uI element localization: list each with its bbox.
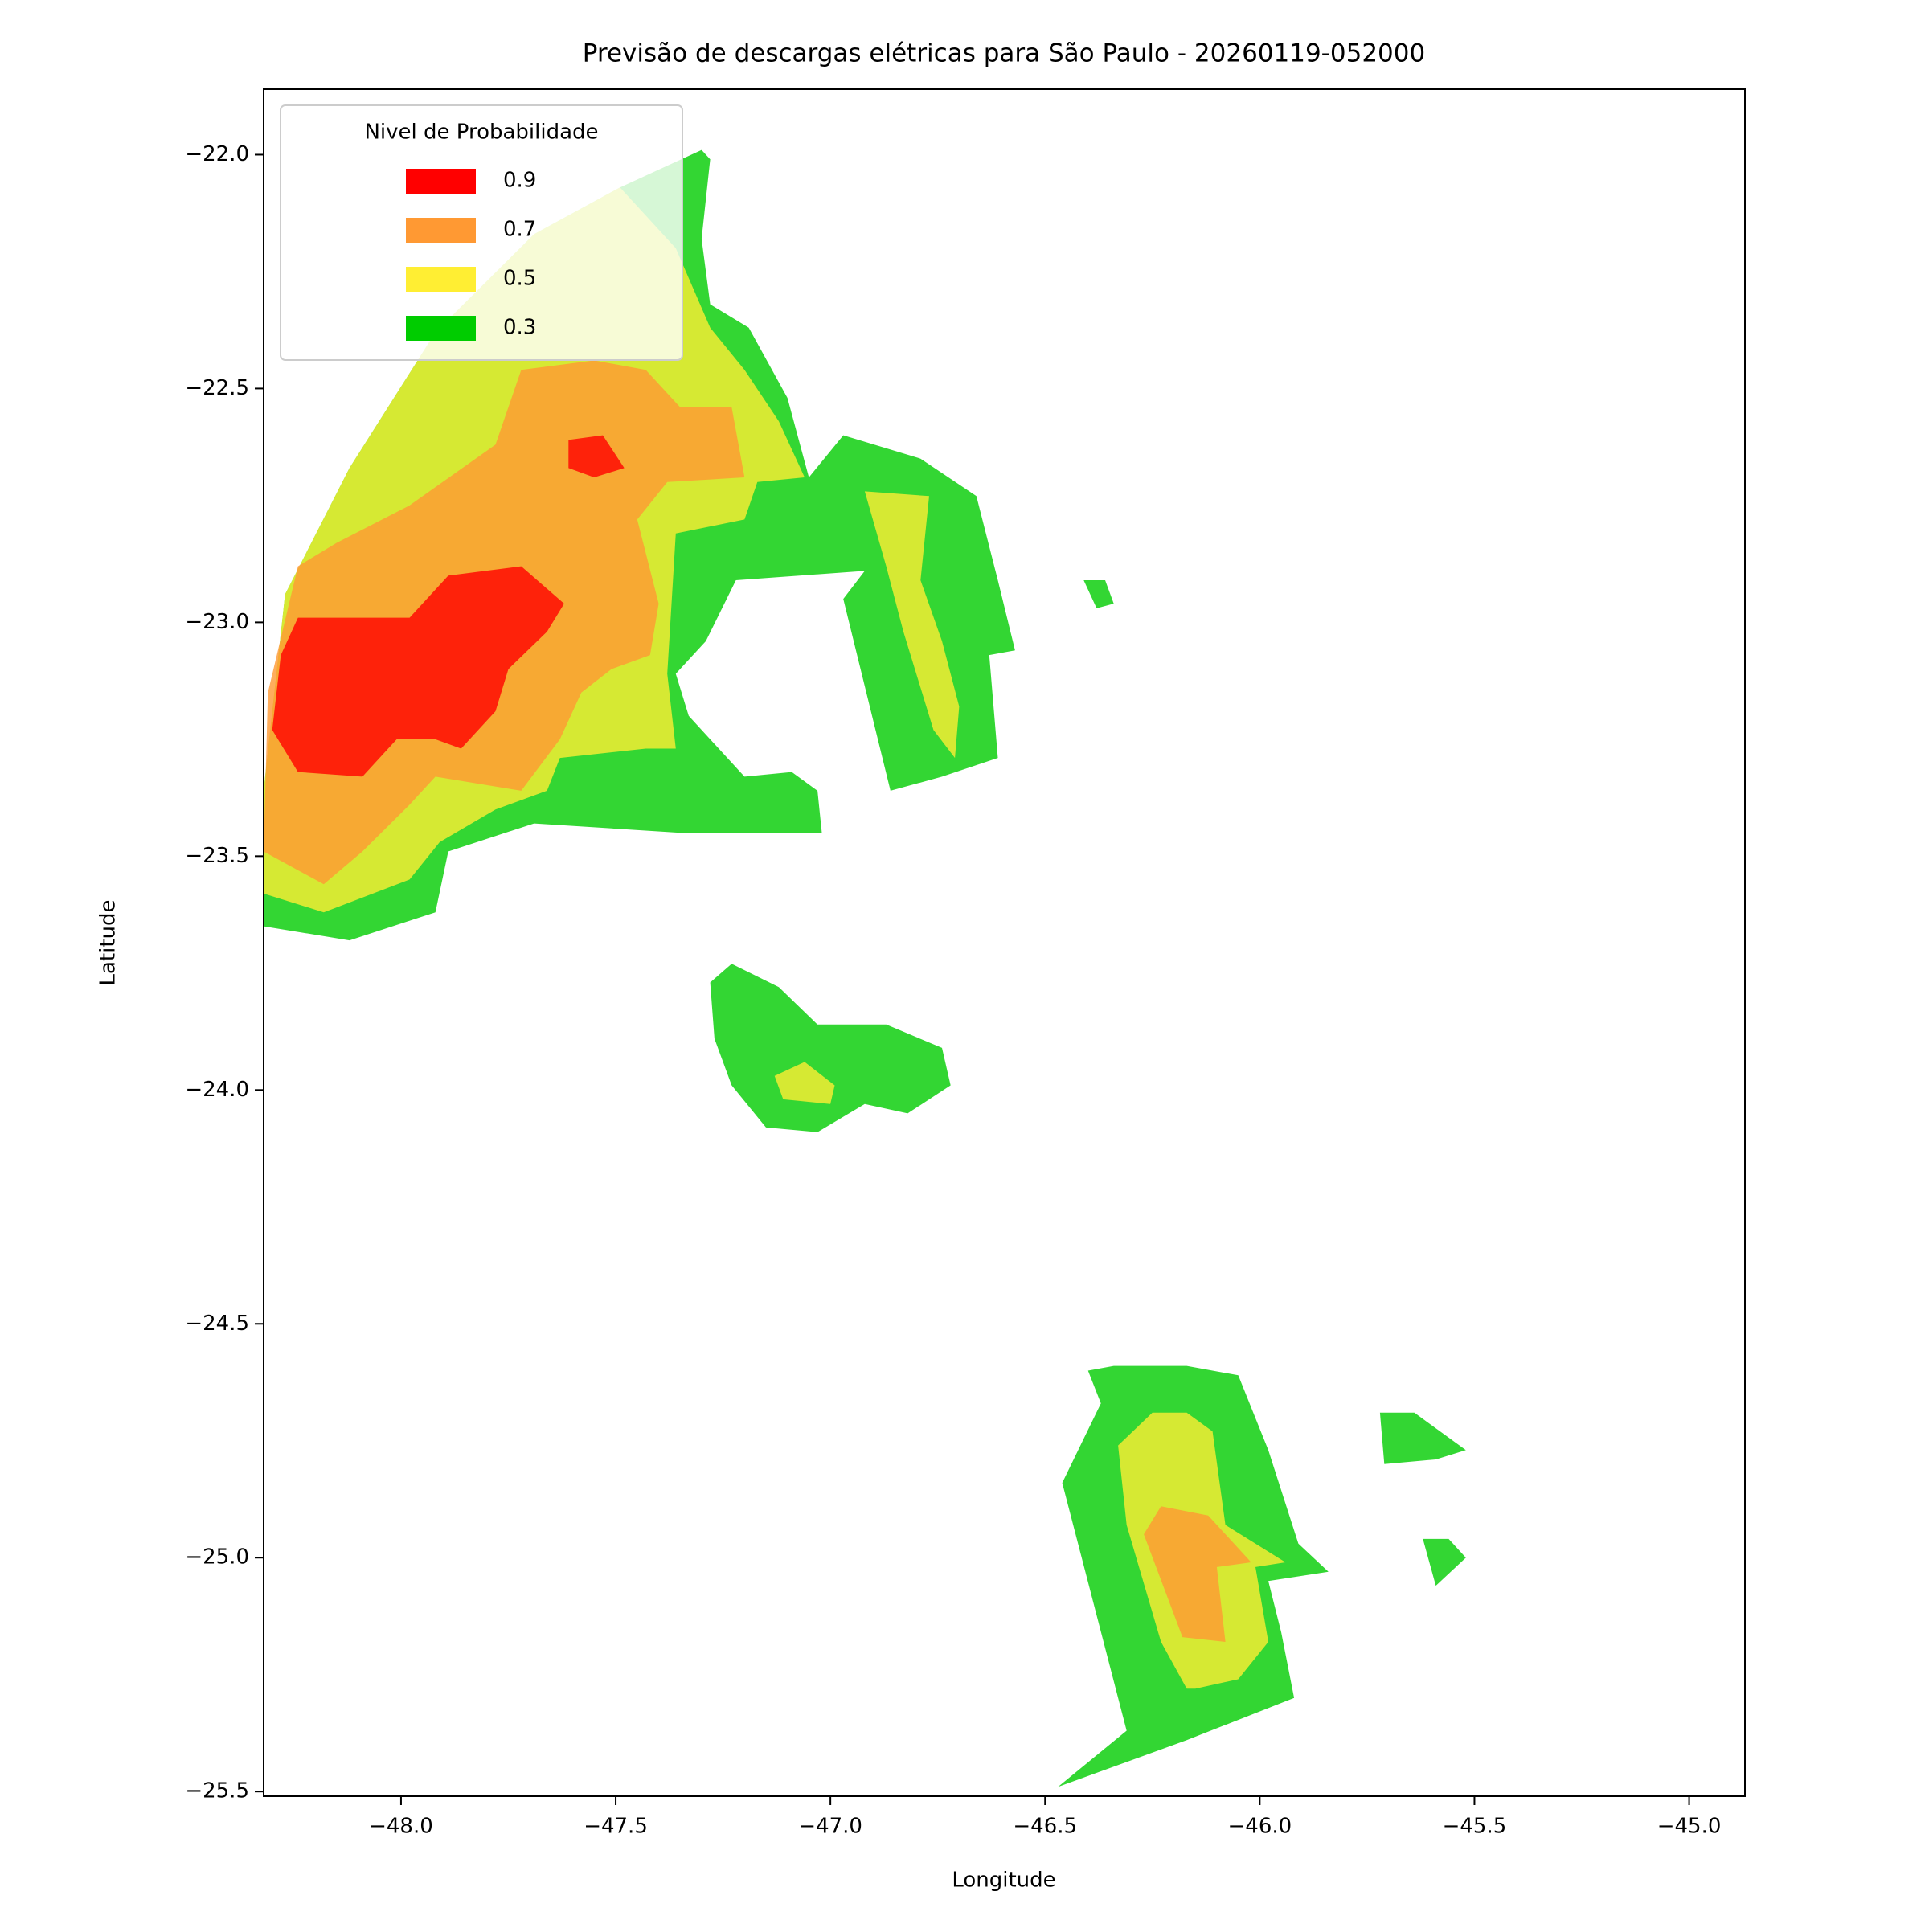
legend-swatch (406, 169, 476, 194)
legend: Nivel de Probabilidade 0.9 0.7 0.5 0.3 (280, 104, 683, 361)
probability-region (1144, 1506, 1251, 1642)
probability-region (774, 1062, 835, 1104)
legend-title: Nivel de Probabilidade (364, 121, 598, 145)
y-tick-label: −25.0 (185, 1545, 249, 1570)
y-tick-label: −23.5 (185, 844, 249, 868)
legend-label: 0.7 (503, 218, 536, 242)
contour-regions (264, 149, 1466, 1787)
x-tick-label: −48.0 (369, 1815, 433, 1839)
probability-region (1379, 1412, 1466, 1464)
probability-region (272, 566, 564, 777)
probability-region (864, 491, 960, 759)
x-tick-label: −47.5 (584, 1815, 648, 1839)
ticks: −48.0 −47.5 −47.0 −46.5 −46.0 −45.5 −45.0 −22.0… (185, 142, 1721, 1839)
y-tick-label: −23.0 (185, 610, 249, 634)
x-tick-label: −46.0 (1228, 1815, 1292, 1839)
probability-region (568, 435, 625, 477)
axes-frame (263, 88, 1746, 1797)
y-tick-label: −22.0 (185, 142, 249, 166)
x-tick-label: −46.5 (1013, 1815, 1077, 1839)
y-tick-label: −24.5 (185, 1312, 249, 1336)
y-tick-label: −25.5 (185, 1779, 249, 1803)
legend-label: 0.5 (503, 267, 536, 291)
probability-region (1423, 1538, 1466, 1586)
x-tick-label: −47.0 (798, 1815, 862, 1839)
legend-swatch (406, 316, 476, 341)
y-axis-label: Latitude (96, 899, 121, 985)
x-tick-label: −45.5 (1443, 1815, 1507, 1839)
probability-region (1083, 580, 1114, 608)
legend-box (280, 104, 683, 361)
probability-region (710, 964, 951, 1132)
x-axis-label: Longitude (952, 1869, 1055, 1893)
legend-swatch (406, 218, 476, 243)
x-tick-label: −45.0 (1657, 1815, 1722, 1839)
y-tick-label: −24.0 (185, 1078, 249, 1102)
legend-label: 0.9 (503, 169, 536, 193)
chart-title: Previsão de descargas elétricas para São… (583, 39, 1425, 68)
y-tick-label: −22.5 (185, 376, 249, 400)
legend-label: 0.3 (503, 316, 536, 340)
legend-swatch (406, 267, 476, 292)
